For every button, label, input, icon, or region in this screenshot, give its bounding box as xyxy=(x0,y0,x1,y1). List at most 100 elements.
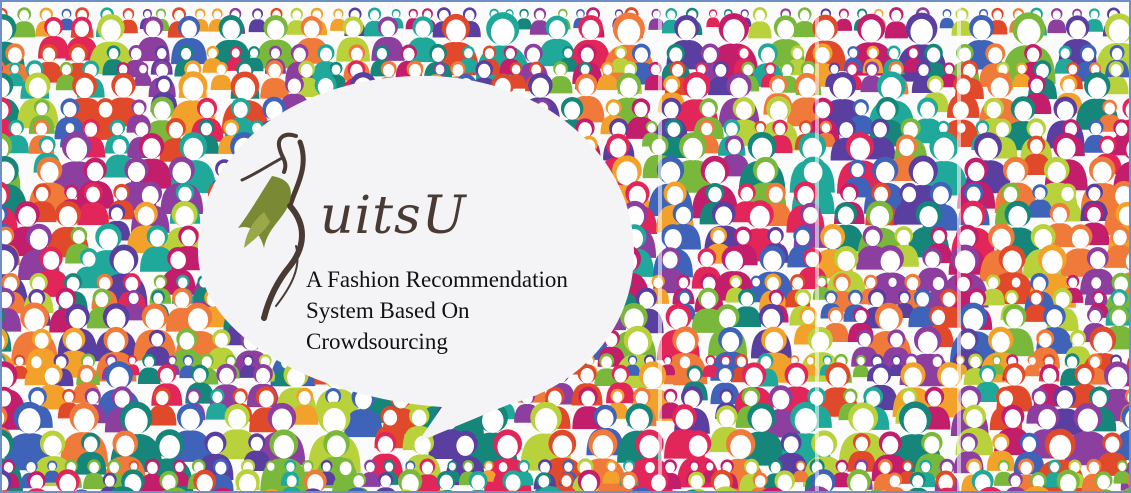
person-avatar-icon xyxy=(1056,469,1080,491)
person-avatar-icon xyxy=(558,46,578,72)
person-avatar-icon xyxy=(122,289,146,321)
person-avatar-icon xyxy=(885,472,904,491)
person-avatar-icon xyxy=(1024,355,1041,377)
person-avatar-icon xyxy=(239,354,257,378)
person-avatar-icon xyxy=(1027,184,1053,218)
person-avatar-icon xyxy=(235,469,260,491)
person-avatar-icon xyxy=(793,7,816,38)
person-avatar-icon xyxy=(1123,487,1129,491)
person-avatar-icon xyxy=(480,460,497,482)
person-avatar-icon xyxy=(714,486,738,491)
person-avatar-icon xyxy=(792,460,809,483)
person-avatar-icon xyxy=(748,7,772,39)
person-avatar-icon xyxy=(957,157,996,209)
person-avatar-icon xyxy=(303,469,327,491)
person-avatar-icon xyxy=(147,387,177,426)
person-avatar-icon xyxy=(981,274,1005,306)
person-avatar-icon xyxy=(166,487,186,491)
person-avatar-icon xyxy=(1089,488,1104,491)
person-avatar-icon xyxy=(906,490,914,491)
person-avatar-icon xyxy=(216,403,258,460)
person-avatar-icon xyxy=(888,355,905,376)
person-avatar-icon xyxy=(1043,202,1077,248)
person-avatar-icon xyxy=(468,470,488,491)
person-avatar-icon xyxy=(557,472,576,491)
person-avatar-icon xyxy=(360,459,381,487)
person-avatar-icon xyxy=(597,61,619,90)
person-avatar-icon xyxy=(971,469,994,491)
person-avatar-icon xyxy=(502,470,524,491)
person-avatar-icon xyxy=(210,61,232,90)
person-avatar-icon xyxy=(292,60,321,98)
person-avatar-icon xyxy=(82,459,106,490)
person-avatar-icon xyxy=(12,7,36,38)
person-avatar-icon xyxy=(1024,289,1049,322)
person-avatar-icon xyxy=(260,60,289,99)
person-avatar-icon xyxy=(159,470,179,491)
person-avatar-icon xyxy=(686,489,697,491)
person-avatar-icon xyxy=(732,288,762,328)
person-avatar-icon xyxy=(2,489,11,491)
person-avatar-icon xyxy=(883,275,902,301)
person-avatar-icon xyxy=(577,469,601,491)
person-avatar-icon xyxy=(702,354,719,377)
person-avatar-icon xyxy=(137,353,161,384)
person-avatar-icon xyxy=(436,470,456,491)
brand-wordmark: uitsU xyxy=(320,186,467,246)
person-avatar-icon xyxy=(305,488,321,491)
person-avatar-icon xyxy=(100,472,119,491)
person-avatar-icon xyxy=(774,470,796,491)
person-avatar-icon xyxy=(248,8,267,33)
person-avatar-icon xyxy=(751,472,770,491)
person-avatar-icon xyxy=(332,458,360,491)
person-avatar-icon xyxy=(121,469,145,491)
person-avatar-icon xyxy=(939,8,955,29)
person-avatar-icon xyxy=(835,8,853,31)
person-avatar-icon xyxy=(330,8,347,31)
fashion-silhouette-s-logo-icon xyxy=(238,132,306,321)
person-avatar-icon xyxy=(994,459,1014,486)
person-avatar-icon xyxy=(139,225,175,272)
person-avatar-icon xyxy=(706,9,720,28)
person-avatar-icon xyxy=(28,488,45,491)
person-avatar-icon xyxy=(140,458,165,491)
person-avatar-icon xyxy=(910,97,945,144)
person-avatar-icon xyxy=(213,487,233,491)
person-avatar-icon xyxy=(937,487,957,491)
person-avatar-icon xyxy=(935,470,956,491)
person-avatar-icon xyxy=(282,472,301,491)
person-avatar-icon xyxy=(1103,61,1129,95)
person-avatar-icon xyxy=(730,353,753,383)
person-avatar-icon xyxy=(111,486,135,491)
person-avatar-icon xyxy=(130,133,173,189)
person-avatar-icon xyxy=(516,8,532,30)
panel-seam xyxy=(815,2,819,491)
person-avatar-icon xyxy=(762,486,783,491)
speech-bubble-shape xyxy=(198,75,634,443)
person-avatar-icon xyxy=(262,460,280,483)
person-avatar-icon xyxy=(870,489,882,491)
person-avatar-icon xyxy=(602,460,621,484)
person-avatar-icon xyxy=(894,290,915,318)
person-avatar-icon xyxy=(55,469,80,491)
person-avatar-icon xyxy=(193,469,217,491)
person-avatar-icon xyxy=(347,487,367,491)
person-avatar-icon xyxy=(264,488,279,491)
person-avatar-icon xyxy=(1085,8,1104,32)
person-avatar-icon xyxy=(75,489,88,491)
person-avatar-icon xyxy=(1006,472,1025,491)
person-avatar-icon xyxy=(631,487,651,491)
tagline-line-3: Crowdsourcing xyxy=(306,329,448,354)
person-avatar-icon xyxy=(673,353,697,386)
person-avatar-icon xyxy=(852,354,870,378)
person-avatar-icon xyxy=(1064,402,1112,466)
person-avatar-icon xyxy=(55,61,78,91)
panel-seam xyxy=(658,2,662,491)
person-avatar-icon xyxy=(398,469,423,491)
person-avatar-icon xyxy=(1012,62,1031,87)
person-avatar-icon xyxy=(884,7,909,39)
person-avatar-icon xyxy=(846,469,871,491)
person-avatar-icon xyxy=(134,62,152,86)
